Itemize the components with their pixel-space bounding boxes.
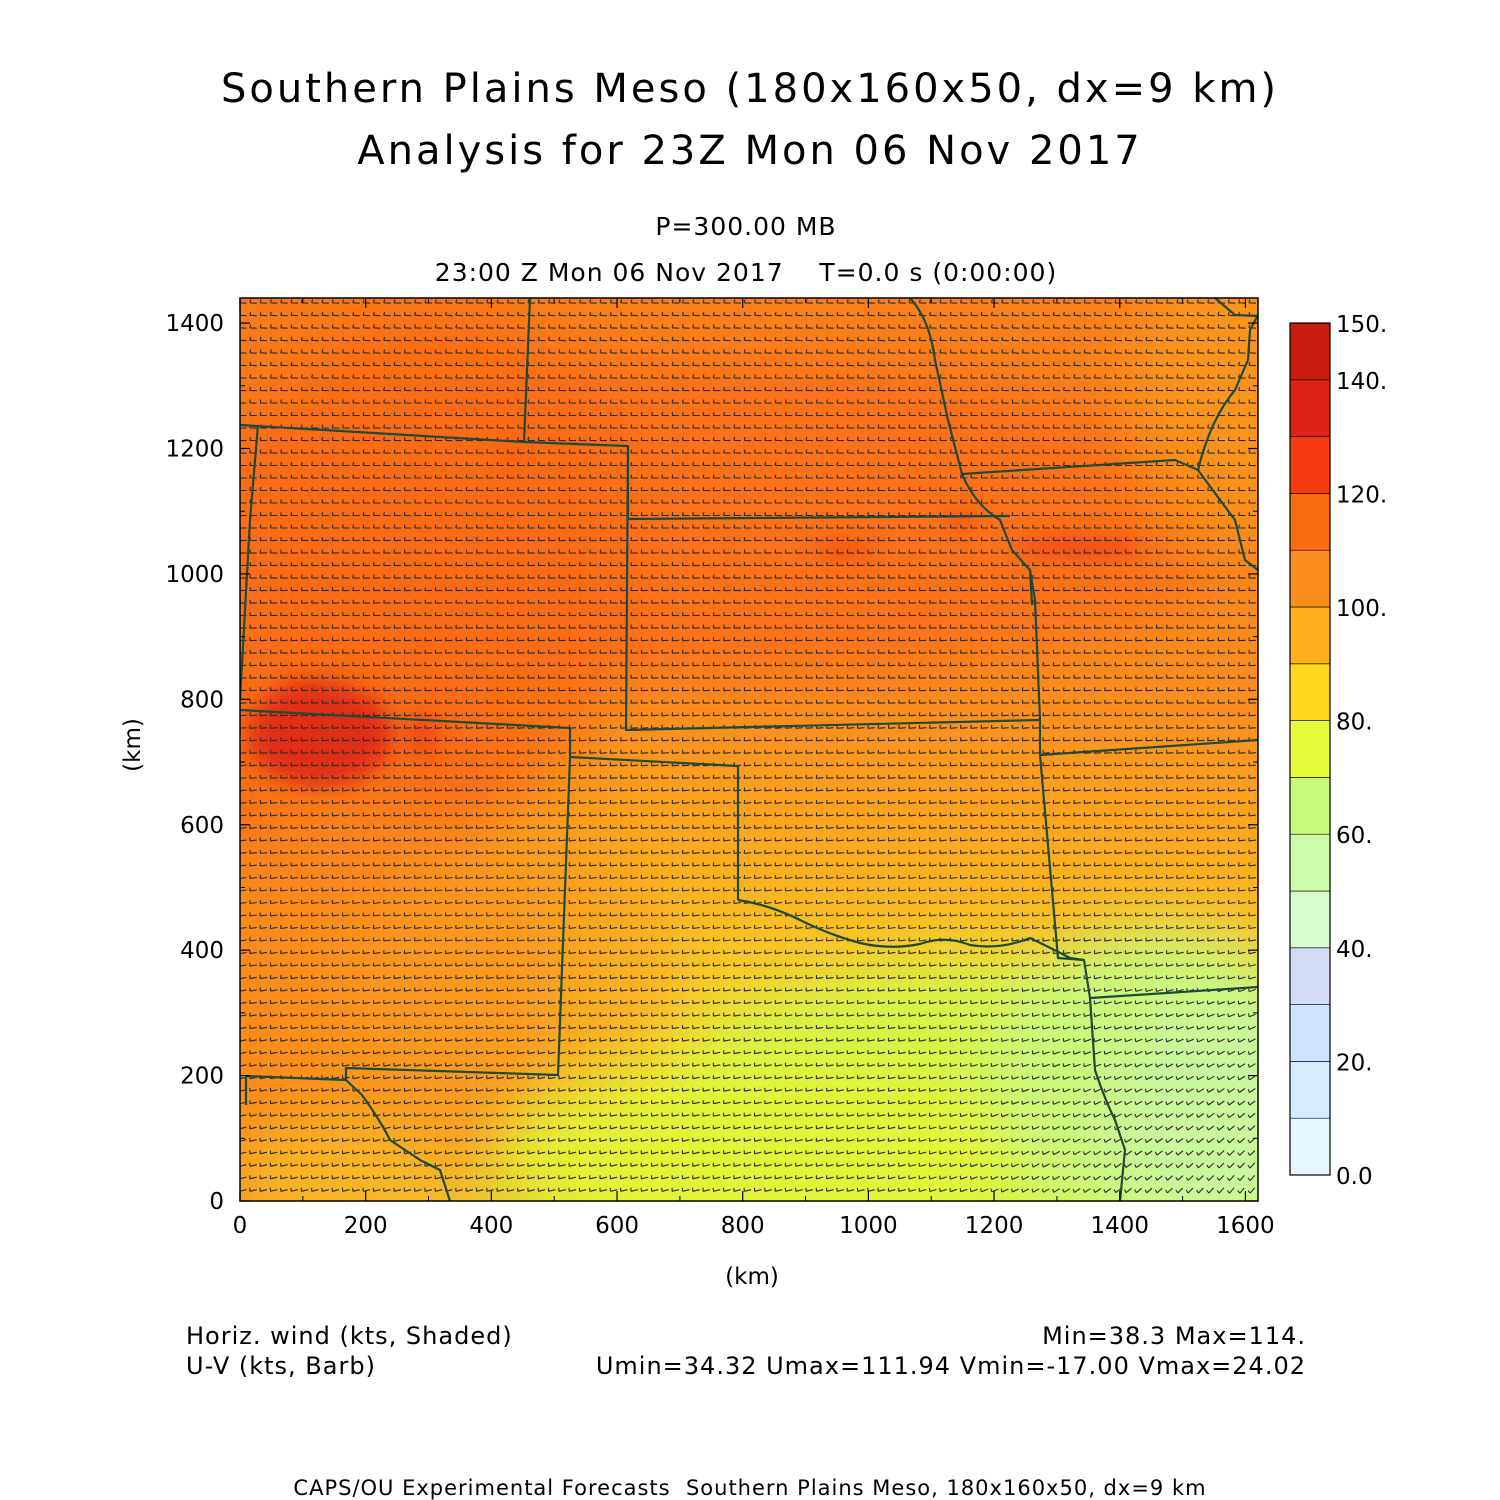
missouri-ok-border bbox=[1038, 754, 1258, 1000]
x-tick-label: 1200 bbox=[965, 1213, 1024, 1239]
valid-time-label: 23:00 Z Mon 06 Nov 2017 T=0.0 s (0:00:00… bbox=[434, 258, 1058, 287]
x-tick-label: 200 bbox=[344, 1213, 388, 1239]
iowa-river-line bbox=[1197, 469, 1258, 571]
colorbar-label: 40. bbox=[1336, 937, 1373, 963]
colorbar: 0.0 20. 40. 60. 80. 100. 120. 140. 150. bbox=[1289, 312, 1387, 1190]
y-tick-label: 200 bbox=[180, 1064, 224, 1090]
x-axis: 0 200 400 600 800 1000 1200 1400 1600 bbox=[233, 298, 1275, 1239]
y-axis-label: (km) bbox=[120, 718, 146, 772]
colorbar-swatch bbox=[1289, 493, 1331, 551]
colorbar-swatch bbox=[1289, 549, 1331, 608]
x-tick-label: 800 bbox=[721, 1213, 765, 1239]
colorbar-frame bbox=[1289, 322, 1331, 1176]
colorbar-swatch bbox=[1289, 1117, 1331, 1176]
colorbar-swatch bbox=[1289, 663, 1331, 721]
colorbar-label: 150. bbox=[1336, 312, 1387, 338]
x-tick-label: 0 bbox=[233, 1213, 248, 1239]
map-title-line1: Southern Plains Meso (180x160x50, dx=9 k… bbox=[220, 66, 1280, 112]
colorbar-swatch bbox=[1289, 436, 1331, 494]
legend-shaded-field: Horiz. wind (kts, Shaded) bbox=[186, 1322, 513, 1350]
colorbar-label: 80. bbox=[1336, 710, 1373, 736]
pressure-level-label: P=300.00 MB bbox=[655, 212, 837, 241]
colorbar-label: 0.0 bbox=[1336, 1164, 1373, 1190]
colorbar-label: 20. bbox=[1336, 1050, 1373, 1076]
colorbar-swatch bbox=[1289, 1004, 1331, 1062]
colorbar-swatch bbox=[1289, 890, 1331, 949]
oklahoma-texas-red-river bbox=[737, 898, 1085, 962]
x-tick-label: 400 bbox=[469, 1213, 513, 1239]
colorbar-label: 100. bbox=[1336, 596, 1387, 622]
y-tick-label: 1200 bbox=[165, 437, 224, 463]
texas-west-river bbox=[345, 1079, 452, 1201]
map-title-line2: Analysis for 23Z Mon 06 Nov 2017 bbox=[357, 128, 1143, 174]
wind-barb-field bbox=[240, 299, 1256, 1194]
colorbar-swatch bbox=[1289, 606, 1331, 665]
y-tick-label: 0 bbox=[209, 1189, 224, 1215]
wind-barbs bbox=[240, 299, 1256, 1194]
sd-ne-border bbox=[909, 298, 1199, 476]
colorbar-swatch bbox=[1289, 379, 1331, 437]
colorbar-swatch bbox=[1289, 322, 1331, 381]
nm-texas-border bbox=[244, 756, 572, 1105]
y-tick-label: 1400 bbox=[165, 311, 224, 337]
y-tick-label: 400 bbox=[180, 938, 224, 964]
wyoming-west-border bbox=[240, 424, 260, 701]
legend-barb-field: U-V (kts, Barb) bbox=[186, 1352, 376, 1380]
plot-frame bbox=[239, 297, 1259, 1202]
y-tick-label: 600 bbox=[180, 813, 224, 839]
field-min-max: Min=38.3 Max=114. bbox=[1042, 1322, 1306, 1350]
y-tick-label: 1000 bbox=[165, 562, 224, 588]
iowa-mo-border bbox=[960, 473, 1258, 757]
x-tick-label: 1400 bbox=[1090, 1213, 1149, 1239]
footer-credit: CAPS/OU Experimental Forecasts Southern … bbox=[293, 1476, 1207, 1500]
state-boundaries bbox=[240, 298, 1258, 1201]
x-tick-label: 1600 bbox=[1216, 1213, 1275, 1239]
wind-speed-shading bbox=[240, 298, 1258, 1201]
x-axis-label: (km) bbox=[725, 1264, 779, 1290]
arkansas-border bbox=[1088, 997, 1127, 1201]
uv-min-max: Umin=34.32 Umax=111.94 Vmin=-17.00 Vmax=… bbox=[595, 1352, 1306, 1380]
x-tick-label: 600 bbox=[595, 1213, 639, 1239]
nebraska-sd-border bbox=[522, 298, 532, 443]
x-tick-label: 1000 bbox=[839, 1213, 898, 1239]
colorbar-label: 140. bbox=[1336, 369, 1387, 395]
colorbar-label: 60. bbox=[1336, 823, 1373, 849]
y-axis: 0 200 400 600 800 1000 1200 1400 bbox=[165, 311, 1258, 1215]
colorado-kansas-border bbox=[624, 445, 1041, 732]
eastern-state-line bbox=[1196, 314, 1258, 471]
colorbar-swatch bbox=[1289, 777, 1331, 835]
colorbar-swatch bbox=[1289, 720, 1331, 778]
ne-corner-border bbox=[1214, 298, 1258, 318]
nebraska-kansas-border bbox=[1028, 569, 1034, 606]
colorbar-swatch bbox=[1289, 1061, 1331, 1119]
y-tick-label: 800 bbox=[180, 687, 224, 713]
colorbar-swatch bbox=[1289, 947, 1331, 1005]
colorbar-swatch bbox=[1289, 833, 1331, 892]
colorbar-label: 120. bbox=[1336, 482, 1387, 508]
